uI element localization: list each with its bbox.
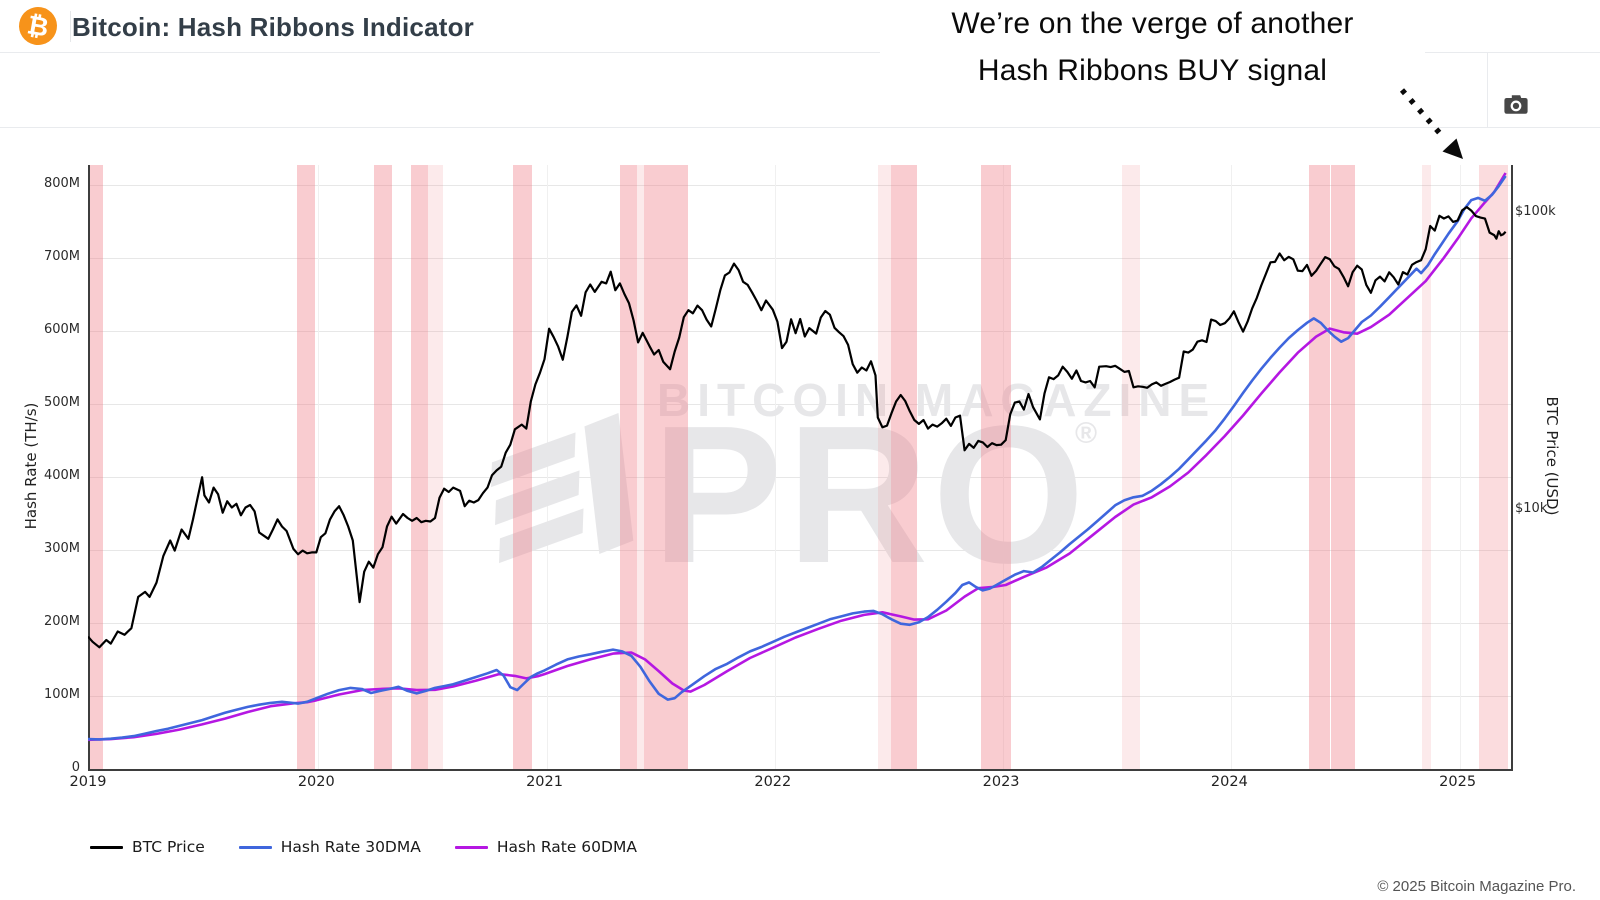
legend-swatch	[90, 845, 123, 849]
gridline-h	[90, 695, 1511, 697]
y-right-tick: $100k	[1515, 204, 1556, 220]
x-axis-tick: 2022	[754, 774, 792, 790]
x-axis-tick: 2025	[1439, 774, 1477, 790]
header-divider	[70, 11, 71, 42]
legend-item[interactable]: Hash Rate 60DMA	[454, 838, 637, 856]
x-axis-tick: 2024	[1210, 774, 1248, 790]
legend-item[interactable]: Hash Rate 30DMA	[238, 838, 421, 856]
y-left-tick: 800M	[43, 175, 80, 191]
hash-ribbon-band	[1121, 165, 1141, 769]
hash-ribbon-band	[1330, 165, 1355, 769]
hash-ribbon-band	[410, 165, 428, 769]
watermark-registered-mark: ®	[1075, 417, 1098, 450]
y-left-tick: 700M	[43, 248, 80, 264]
divider-top	[0, 52, 1600, 53]
hash-ribbon-band	[90, 165, 103, 769]
gridline-v	[546, 165, 548, 769]
copyright-text: © 2025 Bitcoin Magazine Pro.	[1377, 878, 1576, 895]
gridline-v	[1459, 165, 1461, 769]
gridline-h	[90, 257, 1511, 259]
hash-ribbon-band	[636, 165, 644, 769]
chart-legend: BTC Price Hash Rate 30DMA Hash Rate 60DMA	[90, 838, 637, 856]
hash-ribbon-band	[981, 165, 1012, 769]
legend-item[interactable]: BTC Price	[90, 838, 205, 856]
gridline-h	[90, 622, 1511, 624]
gridline-v	[1003, 165, 1005, 769]
watermark-magazine-text: BITCOIN MAGAZINE	[657, 374, 1217, 426]
y-left-tick: 100M	[43, 686, 80, 702]
gridline-h	[90, 476, 1511, 478]
y-left-tick: 500M	[43, 394, 80, 410]
plot-area[interactable]: BITCOIN MAGAZINE PRO ®	[88, 165, 1513, 771]
x-axis-tick: 2023	[982, 774, 1020, 790]
gridline-v	[1231, 165, 1233, 769]
x-axis-tick: 2021	[526, 774, 563, 790]
y-left-tick: 0	[71, 760, 80, 775]
y-left-tick: 400M	[43, 467, 80, 483]
y-right-tick: $10k	[1515, 501, 1548, 517]
annotation-callout: We’re on the verge of another Hash Ribbo…	[880, 0, 1425, 103]
gridline-v	[774, 165, 776, 769]
annotation-line2: Hash Ribbons BUY signal	[977, 54, 1328, 87]
download-snapshot-button[interactable]	[1498, 88, 1534, 120]
legend-swatch	[454, 845, 488, 849]
hash-ribbon-band	[891, 165, 918, 769]
hash-ribbon-band	[374, 165, 393, 769]
hash-ribbon-band	[1421, 165, 1432, 769]
gridline-h	[90, 403, 1511, 405]
x-axis-tick: 2019	[69, 774, 107, 790]
gridline-h	[90, 549, 1511, 551]
btc-price-line	[88, 206, 1507, 649]
bitcoin-magazine-pro-mark	[491, 413, 634, 564]
x-axis-tick: 2020	[297, 774, 335, 790]
annotation-line1: We’re on the verge of another	[951, 7, 1354, 40]
toolbar-divider	[1487, 53, 1488, 127]
y-left-tick: 300M	[43, 540, 80, 556]
legend-label: Hash Rate 30DMA	[280, 838, 421, 856]
watermark-pro-text: PRO	[652, 385, 1089, 604]
hash-ribbon-band	[643, 165, 689, 769]
gridline-h	[90, 330, 1511, 332]
divider-toolbar	[0, 127, 1600, 128]
gridline-h	[90, 184, 1511, 186]
hash-ribbon-band	[427, 165, 443, 769]
y-left-tick: 200M	[43, 613, 80, 629]
camera-icon	[1504, 94, 1528, 114]
hash-rate-30dma-line	[88, 175, 1507, 741]
y-left-tick: 600M	[43, 321, 80, 337]
hash-ribbon-band	[513, 165, 532, 769]
legend-swatch	[238, 845, 272, 849]
hash-ribbon-band	[296, 165, 315, 769]
page-title: Bitcoin: Hash Ribbons Indicator	[72, 12, 474, 42]
hash-ribbon-band	[1479, 165, 1508, 769]
gridline-v	[318, 165, 320, 769]
legend-label: Hash Rate 60DMA	[496, 838, 637, 856]
legend-label: BTC Price	[132, 838, 205, 856]
hash-ribbon-band	[1308, 165, 1330, 769]
